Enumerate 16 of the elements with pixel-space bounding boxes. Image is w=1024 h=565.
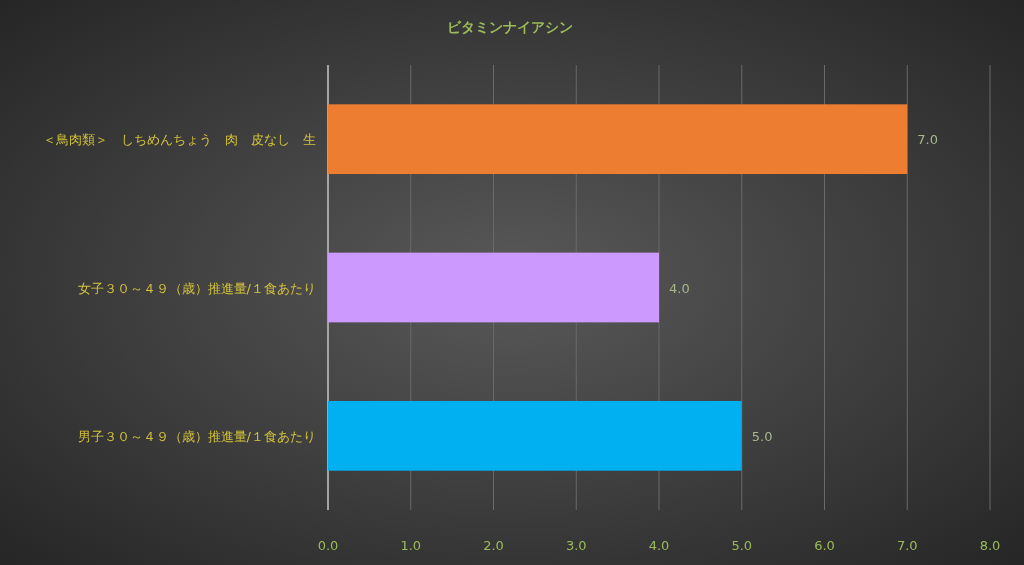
x-tick-label: 1.0 xyxy=(400,538,422,553)
x-tick-label: 8.0 xyxy=(979,538,1001,553)
x-tick-label: 5.0 xyxy=(731,538,753,553)
data-label: 5.0 xyxy=(751,428,773,444)
x-tick-label: 0.0 xyxy=(317,538,339,553)
x-tick-label: 6.0 xyxy=(814,538,835,553)
data-label: 7.0 xyxy=(917,132,938,148)
x-tick-label: 7.0 xyxy=(896,538,918,553)
chart-title: ビタミンナイアシン xyxy=(447,19,573,35)
data-label: 4.0 xyxy=(669,280,690,296)
x-tick-label: 2.0 xyxy=(483,538,504,553)
y-tick-label: 女子３０～４９（歳）推進量/１食あたり xyxy=(77,280,316,296)
y-tick-label: 男子３０～４９（歳）推進量/１食あたり xyxy=(77,428,316,444)
x-tick-label: 4.0 xyxy=(648,538,670,553)
x-tick-label: 3.0 xyxy=(565,538,587,553)
y-tick-label: ＜鳥肉類＞ しちめんちょう 肉 皮なし 生 xyxy=(43,132,316,148)
